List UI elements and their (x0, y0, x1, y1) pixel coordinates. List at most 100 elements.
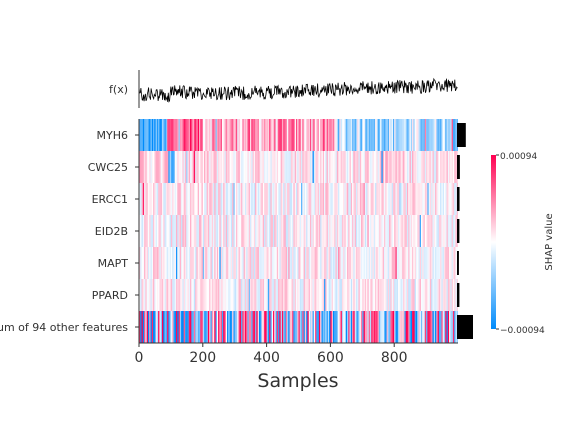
heatmap-cell (455, 279, 458, 311)
heatmap-cell (390, 215, 393, 247)
heatmap-cell (232, 151, 234, 183)
heatmap-cell (450, 183, 453, 215)
heatmap-cell (232, 311, 234, 343)
heatmap-cell (362, 311, 364, 343)
heatmap-cell (396, 215, 399, 247)
heatmap-cell (274, 183, 276, 215)
heatmap-cell (155, 119, 158, 151)
heatmap-cell (313, 119, 316, 151)
heatmap-cell (307, 215, 310, 247)
heatmap-cell (252, 311, 255, 343)
heatmap-cell (147, 247, 150, 279)
heatmap-cell (308, 215, 311, 247)
heatmap-cell (403, 311, 405, 343)
heatmap-cell (341, 247, 344, 279)
heatmap-cell (184, 247, 187, 279)
heatmap-cell (192, 279, 195, 311)
heatmap-cell (334, 119, 336, 151)
heatmap-cell (413, 183, 416, 215)
heatmap-cell (318, 311, 321, 343)
heatmap-cell (207, 247, 210, 279)
heatmap-cell (262, 247, 265, 279)
heatmap-cell (450, 119, 453, 151)
heatmap-cell (354, 119, 357, 151)
heatmap-cell (272, 151, 275, 183)
heatmap-cell (207, 119, 210, 151)
heatmap-cell (168, 151, 171, 183)
heatmap-cell (295, 311, 298, 343)
heatmap-cell (309, 119, 312, 151)
heatmap-cell (398, 151, 400, 183)
heatmap-cell (380, 247, 382, 279)
heatmap-cell (275, 279, 278, 311)
heatmap-cell (389, 279, 391, 311)
heatmap-cell (227, 119, 229, 151)
heatmap-cell (170, 247, 173, 279)
heatmap-cell (329, 215, 331, 247)
heatmap-cell (147, 311, 150, 343)
heatmap-cell (422, 279, 424, 311)
heatmap-cell (385, 151, 387, 183)
heatmap-cell (303, 119, 306, 151)
heatmap-cell (406, 119, 409, 151)
heatmap-cell (306, 279, 308, 311)
heatmap-cell (195, 119, 197, 151)
heatmap-cell (302, 215, 305, 247)
heatmap-cell (331, 183, 334, 215)
heatmap-cell (172, 119, 174, 151)
heatmap-cell (362, 247, 364, 279)
heatmap-cell (183, 215, 186, 247)
heatmap-cell (159, 119, 162, 151)
heatmap-cell (299, 183, 302, 215)
heatmap-cell (265, 151, 267, 183)
heatmap-cell (230, 215, 233, 247)
heatmap-cell (198, 119, 201, 151)
heatmap-cell (313, 279, 316, 311)
heatmap-cell (147, 151, 150, 183)
heatmap-cell (283, 151, 285, 183)
heatmap-cell (187, 151, 190, 183)
heatmap-cell (321, 311, 324, 343)
heatmap-cell (375, 151, 377, 183)
heatmap-cell (318, 279, 321, 311)
heatmap-cell (155, 247, 158, 279)
heatmap-cell (413, 311, 416, 343)
heatmap-cell (275, 151, 278, 183)
heatmap-cell (139, 215, 141, 247)
heatmap-cell (170, 215, 173, 247)
heatmap-cell (445, 215, 447, 247)
heatmap-cell (176, 311, 178, 343)
heatmap-cell (284, 279, 287, 311)
heatmap-cell (334, 311, 336, 343)
heatmap-cell (238, 151, 241, 183)
heatmap-cell (390, 247, 393, 279)
heatmap-cell (372, 151, 375, 183)
heatmap-cell (186, 151, 188, 183)
heatmap-cell (326, 183, 329, 215)
heatmap-cell (410, 311, 413, 343)
heatmap-cell (153, 311, 155, 343)
heatmap-cell (349, 279, 352, 311)
heatmap-cell (269, 151, 271, 183)
heatmap-cell (262, 183, 265, 215)
heatmap-cell (431, 215, 433, 247)
heatmap-cell (182, 247, 185, 279)
heatmap-cell (429, 151, 432, 183)
heatmap-cell (357, 311, 359, 343)
heatmap-cell (256, 119, 259, 151)
heatmap-cell (140, 119, 142, 151)
heatmap-cell (372, 215, 375, 247)
heatmap-cell (218, 215, 220, 247)
heatmap-cell (358, 215, 361, 247)
heatmap-cell (232, 247, 234, 279)
heatmap-cell (239, 311, 242, 343)
heatmap-cell (164, 119, 167, 151)
heatmap-cell (228, 247, 230, 279)
heatmap-cell (261, 247, 264, 279)
heatmap-cell (367, 279, 370, 311)
heatmap-cell (361, 311, 363, 343)
heatmap-cell (301, 247, 303, 279)
heatmap-cell (363, 119, 366, 151)
heatmap-cell (399, 119, 401, 151)
